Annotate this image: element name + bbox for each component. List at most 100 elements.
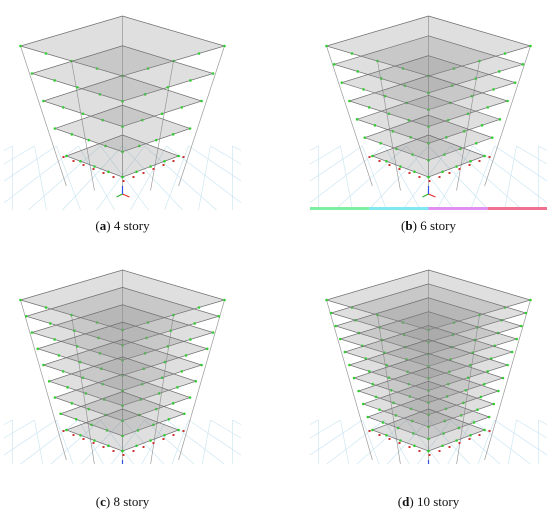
support-marker <box>488 430 491 432</box>
joint-marker <box>78 360 82 364</box>
floor-slab <box>65 134 180 178</box>
joint-marker <box>98 352 102 355</box>
joint-marker <box>145 336 148 340</box>
joint-marker <box>380 77 383 80</box>
joint-marker <box>121 150 124 154</box>
slabs <box>325 269 532 453</box>
grid-line <box>4 419 57 456</box>
joint-marker <box>466 376 470 380</box>
model-panel-d <box>310 256 547 464</box>
joint-marker <box>329 311 333 315</box>
joint-marker <box>84 392 88 395</box>
joint-marker <box>152 423 155 427</box>
support-marker <box>82 164 85 166</box>
support-marker <box>132 450 135 452</box>
joint-marker <box>401 321 405 324</box>
joint-marker <box>387 376 391 380</box>
grid-line <box>188 419 241 456</box>
support-marker <box>448 446 451 448</box>
joint-marker <box>343 350 347 354</box>
support-marker <box>172 160 175 162</box>
grid-line <box>4 419 13 425</box>
joint-marker <box>427 108 430 111</box>
joint-marker <box>352 376 356 380</box>
axis-triad <box>427 460 430 464</box>
supports <box>368 430 491 456</box>
grid-line <box>362 145 387 210</box>
joint-marker <box>176 386 179 389</box>
grid-line <box>356 419 407 464</box>
joint-marker <box>171 402 175 405</box>
joint-marker <box>524 311 528 315</box>
joint-marker <box>136 429 140 432</box>
joint-marker <box>466 112 470 116</box>
support-marker <box>182 430 185 432</box>
joint-marker <box>501 376 505 380</box>
joint-marker <box>197 52 201 55</box>
joint-marker <box>139 398 143 401</box>
grid-line <box>406 145 455 210</box>
column-line <box>484 45 531 187</box>
caption-letter-c: c <box>100 494 106 509</box>
joint-marker <box>403 84 407 88</box>
joint-marker <box>450 84 454 88</box>
support-marker <box>378 434 381 436</box>
joint-marker <box>75 345 79 348</box>
axis-triad <box>121 460 124 464</box>
joint-marker <box>73 329 76 332</box>
joint-marker <box>180 106 184 109</box>
joint-marker <box>163 159 166 163</box>
support-marker <box>122 454 125 456</box>
joint-marker <box>79 433 82 437</box>
joint-marker <box>101 382 105 386</box>
joint-marker <box>427 425 430 429</box>
grid-line <box>188 145 241 182</box>
joint-marker <box>479 395 483 399</box>
joint-marker <box>381 421 385 424</box>
joint-marker <box>442 432 445 435</box>
joint-marker <box>30 331 34 334</box>
grid-line <box>450 419 501 464</box>
support-marker <box>458 442 461 444</box>
support-marker <box>368 156 371 158</box>
joint-marker <box>395 147 398 151</box>
support-marker <box>428 454 431 456</box>
joint-marker <box>177 428 180 432</box>
joint-marker <box>105 429 109 432</box>
axis-x <box>428 193 436 198</box>
joint-marker <box>30 72 34 75</box>
joint-marker <box>81 112 85 116</box>
joint-marker <box>443 153 446 156</box>
building-model-d <box>310 269 547 464</box>
grid-line <box>340 145 353 210</box>
joint-marker <box>427 91 430 95</box>
joint-marker <box>486 370 490 373</box>
column-line <box>484 299 531 461</box>
joint-marker <box>53 338 56 341</box>
grid-line <box>96 145 145 210</box>
joint-marker <box>427 389 430 392</box>
grid-line <box>198 145 211 210</box>
joint-marker <box>70 402 74 405</box>
joint-marker <box>79 159 82 163</box>
joint-marker <box>394 414 398 417</box>
joint-marker <box>374 395 378 399</box>
joint-marker <box>107 170 110 174</box>
caption-letter-a: a <box>99 218 107 233</box>
joint-marker <box>513 81 517 84</box>
joint-marker <box>475 141 478 145</box>
grid-line <box>4 419 35 439</box>
support-marker <box>142 172 145 174</box>
grid-line <box>56 145 81 210</box>
joint-marker <box>483 154 486 158</box>
joint-marker <box>143 93 147 96</box>
joint-marker <box>402 333 406 337</box>
joint-marker <box>441 444 444 448</box>
grid-line <box>447 419 473 464</box>
joint-marker <box>376 313 379 317</box>
joint-marker <box>65 154 68 158</box>
joint-marker <box>160 376 164 380</box>
joint-marker <box>355 118 359 121</box>
grid-line <box>100 145 149 210</box>
column-line <box>150 314 174 464</box>
